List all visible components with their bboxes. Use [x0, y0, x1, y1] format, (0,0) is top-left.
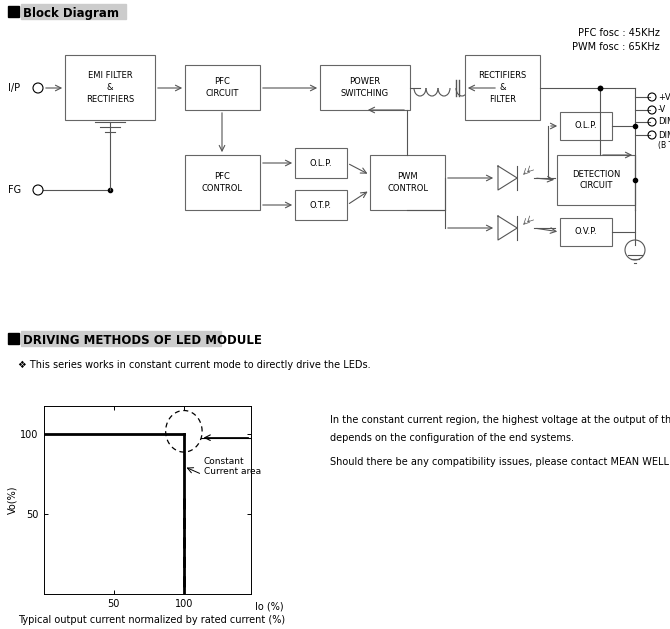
- Text: O.L.P.: O.L.P.: [310, 159, 332, 167]
- Bar: [560, 112, 612, 140]
- Text: RECTIFIERS
&
FILTER: RECTIFIERS & FILTER: [478, 71, 527, 104]
- Text: O.V.P.: O.V.P.: [575, 228, 598, 237]
- Text: PFC fosc : 45KHz
PWM fosc : 65KHz: PFC fosc : 45KHz PWM fosc : 65KHz: [572, 28, 660, 52]
- Text: -V: -V: [658, 106, 666, 114]
- Text: +V: +V: [658, 92, 670, 101]
- Text: depends on the configuration of the end systems.: depends on the configuration of the end …: [330, 433, 574, 443]
- Text: POWER
SWITCHING: POWER SWITCHING: [341, 77, 389, 98]
- Text: DIM-: DIM-: [658, 130, 670, 140]
- Bar: [65, 55, 155, 120]
- Text: FG: FG: [8, 185, 21, 195]
- Text: O.T.P.: O.T.P.: [310, 201, 332, 209]
- Text: Should there be any compatibility issues, please contact MEAN WELL.: Should there be any compatibility issues…: [330, 457, 670, 467]
- Bar: [465, 55, 540, 120]
- Text: PWM
CONTROL: PWM CONTROL: [387, 172, 428, 193]
- Text: Constant
Current area: Constant Current area: [204, 457, 261, 476]
- Text: EMI FILTER
&
RECTIFIERS: EMI FILTER & RECTIFIERS: [86, 71, 134, 104]
- Bar: [295, 190, 347, 220]
- Text: PFC
CIRCUIT: PFC CIRCUIT: [206, 77, 239, 98]
- Text: Typical output current normalized by rated current (%): Typical output current normalized by rat…: [18, 615, 285, 625]
- Bar: [8, 333, 19, 344]
- Y-axis label: Vo(%): Vo(%): [7, 486, 17, 515]
- Text: ❖ This series works in constant current mode to directly drive the LEDs.: ❖ This series works in constant current …: [18, 360, 371, 370]
- Bar: [557, 155, 635, 205]
- Bar: [8, 6, 19, 17]
- Text: Io (%): Io (%): [255, 602, 284, 612]
- Text: DETECTION
CIRCUIT: DETECTION CIRCUIT: [572, 170, 620, 191]
- Bar: [370, 155, 445, 210]
- Bar: [295, 148, 347, 178]
- Text: DIM+: DIM+: [658, 118, 670, 126]
- Bar: [21, 4, 126, 19]
- Bar: [185, 65, 260, 110]
- Text: In the constant current region, the highest voltage at the output of the driver: In the constant current region, the high…: [330, 415, 670, 425]
- Bar: [560, 218, 612, 246]
- Text: Block Diagram: Block Diagram: [23, 6, 119, 19]
- Text: PFC
CONTROL: PFC CONTROL: [202, 172, 243, 193]
- Bar: [185, 155, 260, 210]
- Text: DRIVING METHODS OF LED MODULE: DRIVING METHODS OF LED MODULE: [23, 333, 262, 347]
- Text: I/P: I/P: [8, 83, 20, 93]
- Text: O.L.P.: O.L.P.: [575, 121, 598, 130]
- Text: (B Type): (B Type): [658, 140, 670, 150]
- Bar: [320, 65, 410, 110]
- Bar: [21, 331, 221, 346]
